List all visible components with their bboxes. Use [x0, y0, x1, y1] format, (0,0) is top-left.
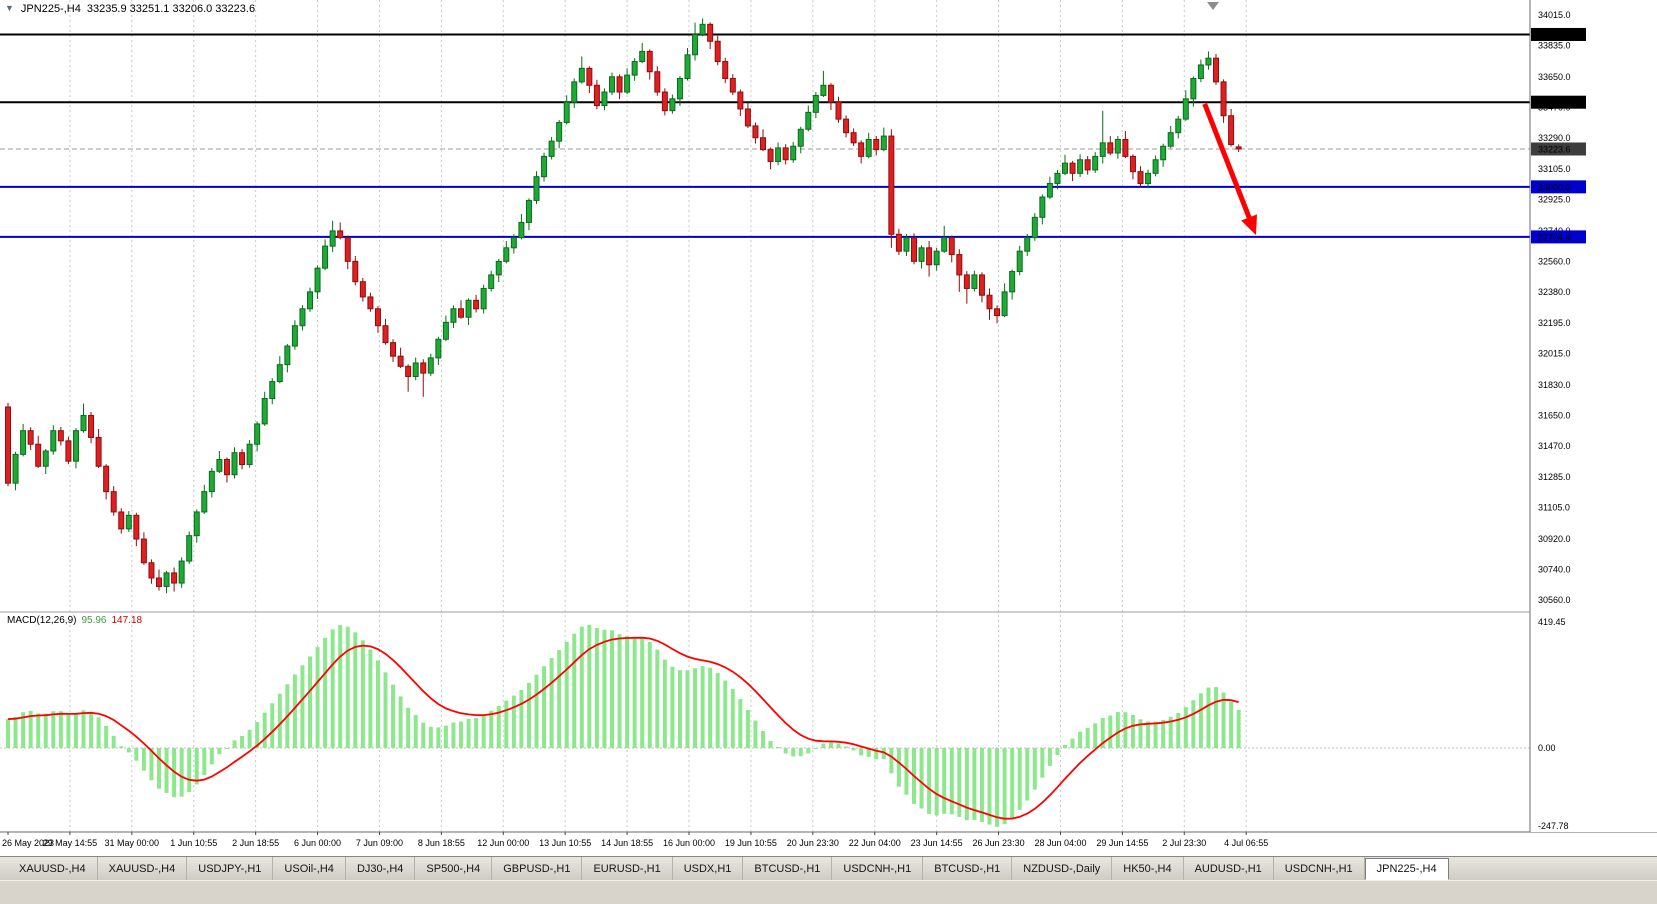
macd-name: MACD(12,26,9)	[7, 615, 77, 626]
chart-symbol-overlay: ▼ JPN225-,H4 33235.9 33251.1 33206.0 33223…	[5, 3, 255, 15]
candlesticks	[5, 18, 1242, 594]
macd-signal-value: 147.18	[111, 615, 143, 626]
chart-shift-marker-icon[interactable]	[1207, 2, 1219, 10]
chart-tab-bar: XAUUSD-,H4 XAUUSD-,H4 USDJPY-,H1 USOil-,H4 D…	[0, 856, 1657, 880]
chart-ohlc-values: 33235.9 33251.1 33206.0 33223.6	[86, 3, 256, 15]
chart-tab-nzdusd-daily[interactable]: NZDUSD-,Daily	[1012, 857, 1113, 880]
trend-arrow-annotation[interactable]	[1202, 102, 1264, 238]
svg-text:33500.0: 33500.0	[1538, 98, 1571, 108]
price-tick-label: 31650.0	[1538, 410, 1571, 420]
chart-tab-btcusd-h1[interactable]: BTCUSD-,H1	[923, 857, 1013, 880]
chart-tab-usdx-h1[interactable]: USDX,H1	[673, 857, 744, 880]
chart-tab-usdcnh-h1[interactable]: USDCNH-,H1	[832, 857, 924, 880]
macd-main-value: 95.96	[81, 615, 107, 626]
hline-price-label	[1531, 95, 1586, 109]
macd-axis-min: -247.78	[1538, 821, 1569, 831]
chart-tab-dj30-h4[interactable]: DJ30-,H4	[346, 857, 416, 880]
time-tick-label: 14 Jun 18:55	[601, 838, 653, 848]
time-tick-label: 2 Jun 18:55	[232, 838, 279, 848]
time-tick-label: 2 Jul 23:30	[1162, 838, 1206, 848]
chart-tab-usoil-h4[interactable]: USOil-,H4	[273, 857, 346, 880]
price-tick-label: 32560.0	[1538, 256, 1571, 266]
chart-tab-btcusd-h1[interactable]: BTCUSD-,H1	[743, 857, 833, 880]
time-tick-label: 1 Jun 10:55	[170, 838, 217, 848]
price-tick-label: 32195.0	[1538, 318, 1571, 328]
period-separator-grid	[69, 0, 1247, 832]
price-tick-label: 32380.0	[1538, 287, 1571, 297]
price-tick-label: 31285.0	[1538, 472, 1571, 482]
chart-tab-hk50-h4[interactable]: HK50-,H4	[1112, 857, 1184, 880]
price-tick-label: 33105.0	[1538, 164, 1571, 174]
macd-axis-max: 419.45	[1538, 617, 1566, 627]
time-tick-label: 29 Jun 14:55	[1096, 838, 1148, 848]
chart-tab-gbpusd-h1[interactable]: GBPUSD-,H1	[492, 857, 583, 880]
time-tick-label: 13 Jun 10:55	[539, 838, 591, 848]
chart-tab-jpn225-h4[interactable]: JPN225-,H4	[1364, 858, 1449, 880]
price-tick-label: 33835.0	[1538, 40, 1571, 50]
time-tick-label: 31 May 00:00	[105, 838, 160, 848]
price-tick-label: 31470.0	[1538, 441, 1571, 451]
price-tick-label: 30920.0	[1538, 534, 1571, 544]
svg-text:33223.6: 33223.6	[1538, 144, 1571, 154]
status-bar	[0, 880, 1657, 904]
macd-indicator-label: MACD(12,26,9) 95.96 147.18	[7, 615, 142, 626]
chart-tab-usdjpy-h1[interactable]: USDJPY-,H1	[187, 857, 274, 880]
time-tick-label: 29 May 14:55	[43, 838, 98, 848]
chart-tab-xauusd-h4[interactable]: XAUUSD-,H4	[98, 857, 188, 880]
price-tick-label: 33290.0	[1538, 133, 1571, 143]
price-tick-label: 32925.0	[1538, 195, 1571, 205]
macd-histogram	[6, 624, 1241, 827]
macd-axis-zero: 0.00	[1538, 743, 1556, 753]
chart-dropdown-icon[interactable]: ▼	[5, 3, 14, 13]
price-tick-label: 31105.0	[1538, 503, 1570, 513]
time-tick-label: 4 Jul 06:55	[1224, 838, 1268, 848]
price-tick-label: 34015.0	[1538, 10, 1571, 20]
chart-canvas[interactable]: 34015.033835.033650.033470.033290.033105…	[0, 0, 1657, 856]
time-tick-label: 22 Jun 04:00	[849, 838, 901, 848]
hline-price-label	[1531, 230, 1586, 244]
svg-text:33000.0: 33000.0	[1538, 182, 1571, 192]
chart-tab-sp500-h4[interactable]: SP500-,H4	[415, 857, 493, 880]
time-tick-label: 28 Jun 04:00	[1034, 838, 1086, 848]
price-tick-label: 31830.0	[1538, 380, 1571, 390]
current-price-label	[1531, 142, 1586, 156]
price-tick-label: 32015.0	[1538, 349, 1571, 359]
time-tick-label: 19 Jun 10:55	[725, 838, 777, 848]
price-axis[interactable]	[1530, 0, 1657, 832]
time-tick-label: 7 Jun 09:00	[356, 838, 403, 848]
chart-tab-audusd-h1[interactable]: AUDUSD-,H1	[1184, 857, 1274, 880]
price-tick-label: 33650.0	[1538, 72, 1571, 82]
macd-signal-line	[7, 636, 1239, 820]
chart-tab-eurusd-h1[interactable]: EURUSD-,H1	[582, 857, 673, 880]
svg-text:32704.4: 32704.4	[1538, 232, 1571, 242]
time-tick-label: 23 Jun 14:55	[911, 838, 963, 848]
time-tick-label: 26 May 2023	[2, 838, 54, 848]
time-axis[interactable]	[0, 833, 1657, 856]
svg-text:33900.0: 33900.0	[1538, 30, 1571, 40]
time-tick-label: 16 Jun 00:00	[663, 838, 715, 848]
time-tick-label: 26 Jun 23:30	[973, 838, 1025, 848]
price-tick-label: 30560.0	[1538, 595, 1571, 605]
time-tick-label: 6 Jun 00:00	[294, 838, 341, 848]
time-tick-label: 8 Jun 18:55	[418, 838, 465, 848]
price-tick-label: 30740.0	[1538, 565, 1571, 575]
chart-symbol-label: JPN225-,H4	[20, 3, 81, 15]
hline-price-label	[1531, 180, 1586, 194]
hline-price-label	[1531, 27, 1586, 41]
time-tick-label: 20 Jun 23:30	[787, 838, 839, 848]
time-tick-label: 12 Jun 00:00	[477, 838, 529, 848]
chart-tab-usdcnh-h1[interactable]: USDCNH-,H1	[1274, 857, 1365, 880]
chart-tab-xauusd-h4[interactable]: XAUUSD-,H4	[8, 857, 98, 880]
